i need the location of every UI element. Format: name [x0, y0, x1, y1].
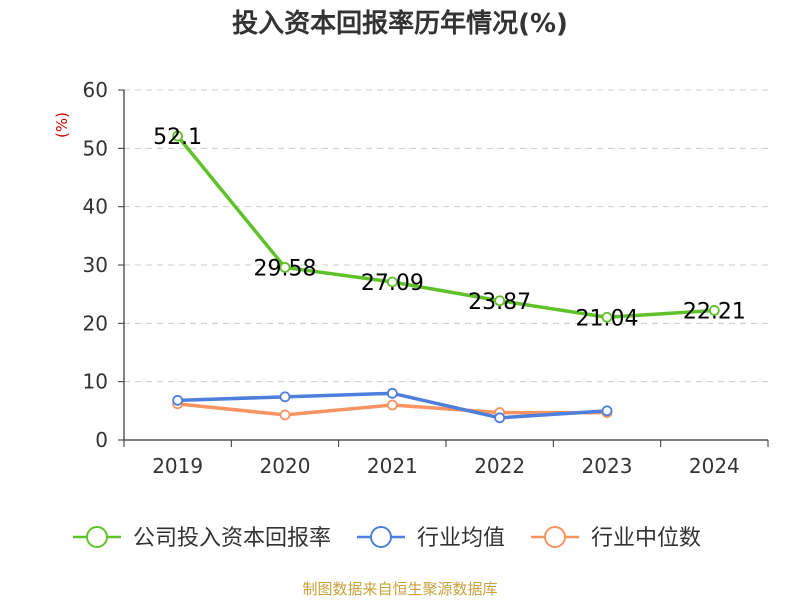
data-point	[279, 262, 291, 273]
y-tick-label: 10	[83, 370, 108, 394]
data-point	[494, 295, 506, 307]
data-point	[172, 394, 184, 406]
y-tick-label: 0	[95, 428, 108, 452]
data-point	[172, 130, 184, 142]
grid-lines	[124, 89, 768, 383]
x-tick-label: 2022	[474, 454, 525, 478]
legend-item-2[interactable]: 行业中位数	[531, 526, 701, 551]
x-tick-label: 2023	[582, 454, 633, 478]
x-tick-label: 2021	[367, 454, 418, 478]
data-label: 21.04	[576, 306, 639, 331]
legend-item-0[interactable]: 公司投入资本回报率	[73, 526, 331, 551]
x-ticks: 2019 2020 2021 2022 2023 2024	[123, 440, 769, 478]
data-point	[601, 405, 613, 417]
data-label: 27.09	[361, 271, 424, 296]
legend-marker	[544, 526, 566, 548]
x-tick-label: 2020	[260, 454, 311, 478]
data-point	[708, 305, 720, 316]
data-point	[494, 412, 506, 424]
data-point	[279, 391, 291, 403]
legend[interactable]: 公司投入资本回报率 行业均值 行业中位数	[73, 526, 701, 551]
y-axis-unit: (%)	[53, 112, 71, 138]
y-tick-label: 60	[83, 78, 108, 102]
data-point	[386, 387, 398, 399]
legend-marker	[86, 526, 108, 548]
data-label: 23.87	[468, 290, 531, 315]
legend-label: 行业均值	[417, 526, 505, 551]
series-line-0	[175, 134, 717, 320]
x-tick-label: 2024	[689, 454, 740, 478]
x-tick-label: 2019	[152, 454, 203, 478]
y-tick-label: 40	[83, 195, 108, 219]
chart-title: 投入资本回报率历年情况(%)	[232, 8, 568, 39]
y-tick-label: 20	[83, 311, 108, 335]
data-label: 29.58	[254, 256, 317, 281]
data-point	[386, 399, 398, 411]
legend-item-1[interactable]: 行业均值	[357, 526, 505, 551]
y-ticks: 0 10 20 30 40 50 60	[83, 78, 124, 452]
source-note: 制图数据来自恒生聚源数据库	[302, 580, 497, 598]
legend-marker	[370, 526, 392, 548]
data-label: 52.1	[153, 125, 202, 150]
data-point	[386, 276, 398, 288]
legend-label: 行业中位数	[591, 526, 701, 551]
data-point	[601, 311, 613, 323]
series-layer	[172, 130, 720, 424]
data-label: 22.21	[683, 299, 746, 324]
y-tick-label: 30	[83, 253, 108, 277]
legend-label: 公司投入资本回报率	[133, 526, 331, 551]
data-point	[279, 409, 291, 421]
data-labels: 52.1 29.58 27.09 23.87 21.04 22.21	[153, 125, 746, 331]
y-tick-label: 50	[83, 136, 108, 160]
